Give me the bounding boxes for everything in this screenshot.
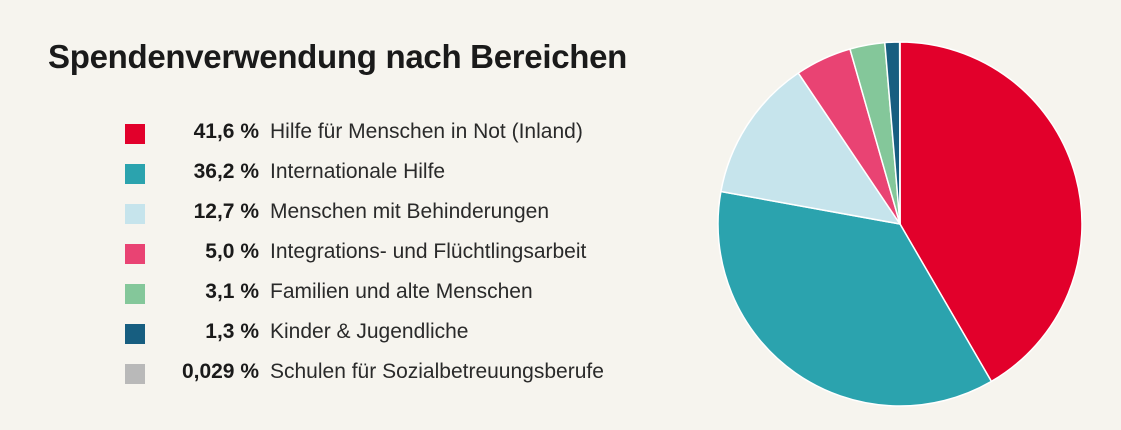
legend-swatch (125, 284, 145, 304)
legend-label: Kinder & Jugendliche (270, 320, 469, 343)
legend-percentage: 12,7 % (193, 200, 259, 223)
pie-slice (720, 72, 901, 225)
legend-item: 36,2 % Internationale Hilfe (125, 154, 685, 194)
legend-item: 41,6 % Hilfe für Menschen in Not (Inland… (125, 114, 685, 154)
pie-chart-svg (717, 41, 1083, 407)
legend-label: Menschen mit Behinderungen (270, 200, 550, 223)
legend-item: 3,1 % Familien und alte Menschen (125, 274, 685, 314)
legend-percentage: 36,2 % (193, 160, 259, 183)
legend-label: Familien und alte Menschen (270, 280, 533, 303)
legend-item: 5,0 % Integrations- und Flüchtlingsarbei… (125, 234, 685, 274)
chart-title: Spendenverwendung nach Bereichen (48, 38, 628, 75)
legend-label: Hilfe für Menschen in Not (Inland) (270, 120, 583, 143)
legend-label: Internationale Hilfe (270, 160, 446, 183)
legend-swatch (125, 204, 145, 224)
legend-swatch (125, 324, 145, 344)
legend-percentage: 3,1 % (205, 280, 259, 303)
legend-item: 0,029 % Schulen für Sozialbetreuungsberu… (125, 354, 685, 394)
legend-percentage: 5,0 % (205, 240, 259, 263)
legend-percentage: 0,029 % (181, 360, 259, 383)
legend-percentage: 1,3 % (205, 320, 259, 343)
legend-label: Schulen für Sozialbetreuungsberufe (270, 360, 604, 383)
pie-chart (710, 34, 1090, 414)
legend-percentage: 41,6 % (193, 120, 259, 143)
legend-swatch (125, 364, 145, 384)
legend-swatch (125, 244, 145, 264)
legend: 41,6 % Hilfe für Menschen in Not (Inland… (125, 114, 685, 394)
legend-label: Integrations- und Flüchtlingsarbeit (270, 240, 587, 263)
legend-swatch (125, 124, 145, 144)
pie-slice (899, 41, 1083, 383)
pie-slice (717, 190, 993, 407)
legend-item: 1,3 % Kinder & Jugendliche (125, 314, 685, 354)
legend-swatch (125, 164, 145, 184)
legend-item: 12,7 % Menschen mit Behinderungen (125, 194, 685, 234)
